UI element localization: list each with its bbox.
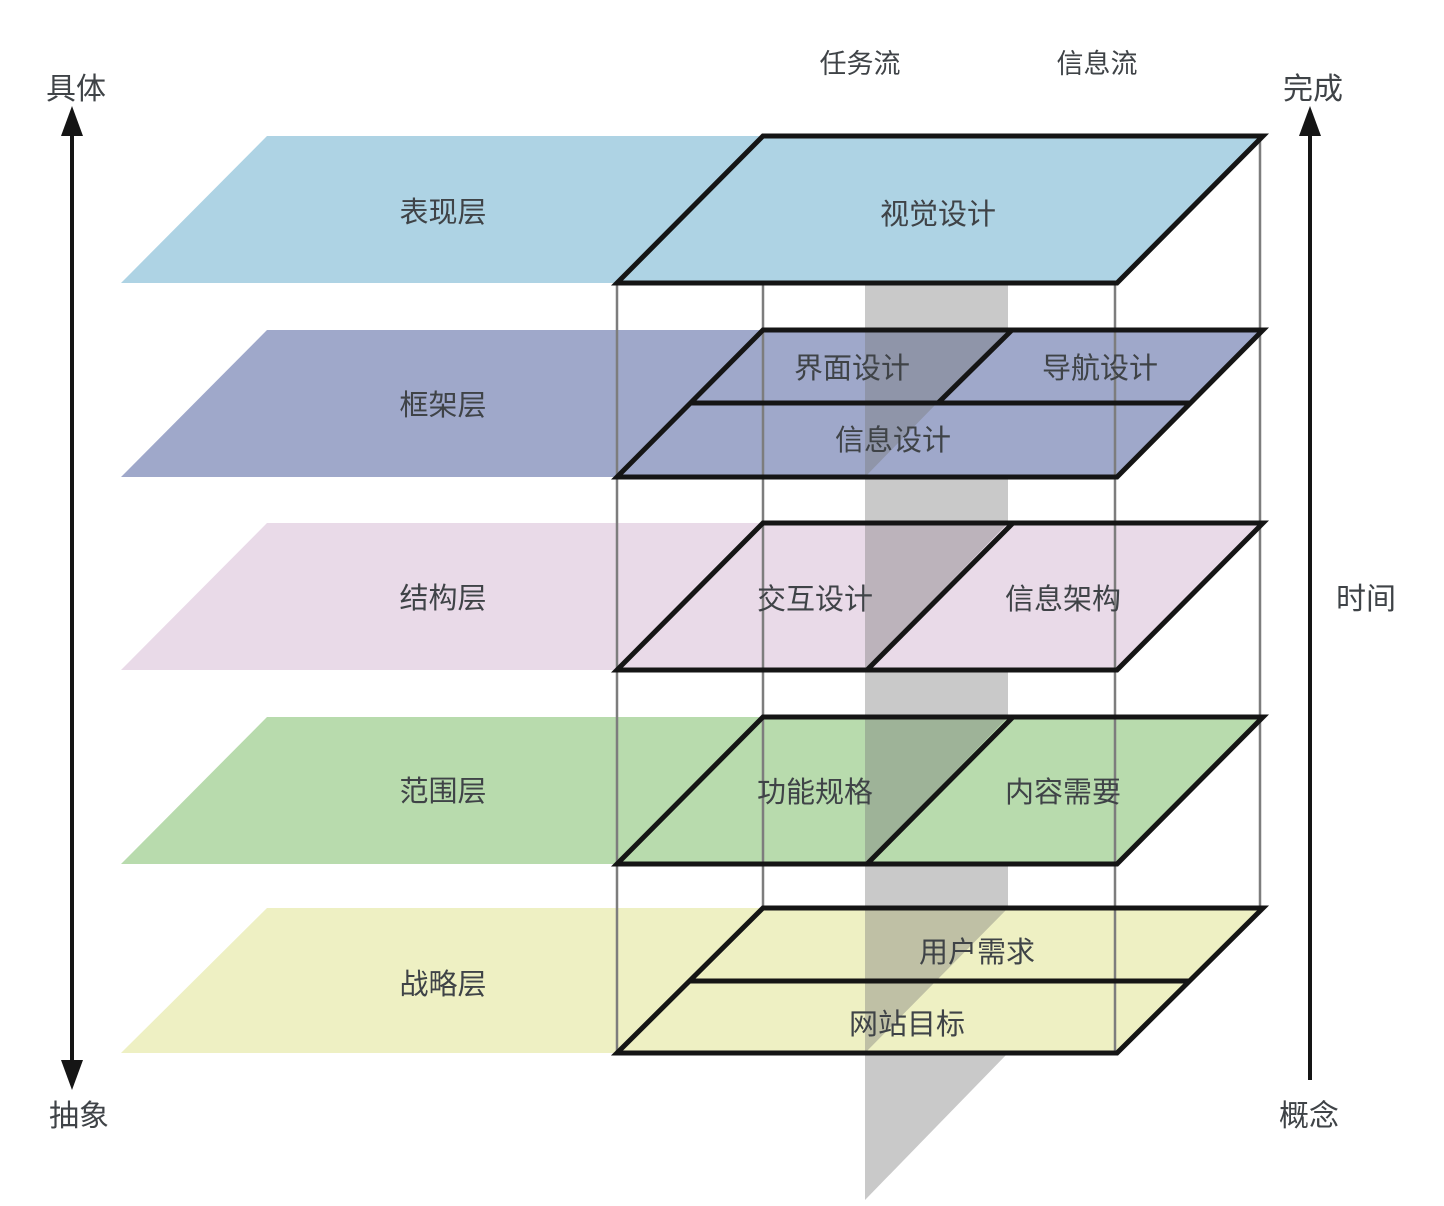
interface-design-cell: 界面设计 <box>794 351 910 385</box>
surface-layer-name: 表现层 <box>399 195 486 229</box>
strategy-layer-name: 战略层 <box>399 967 486 1001</box>
structure-cell-divider <box>865 521 1015 672</box>
scope-cell-divider <box>865 715 1015 866</box>
skeleton-plane-outline <box>610 327 1270 480</box>
skeleton-layer-name: 框架层 <box>399 388 486 422</box>
structure-plane-outline <box>610 520 1270 673</box>
skeleton-cell-divider <box>936 328 1014 405</box>
left-axis-up-arrow-icon <box>61 106 83 136</box>
content-requirements-cell: 内容需要 <box>1005 775 1121 809</box>
interaction-design-cell: 交互设计 <box>757 582 873 616</box>
left-axis-down-arrow-icon <box>61 1060 83 1090</box>
navigation-design-cell: 导航设计 <box>1042 351 1158 385</box>
information-design-cell: 信息设计 <box>835 423 951 457</box>
flow-divider-sheet <box>865 283 1008 1200</box>
conception-label: 概念 <box>1279 1099 1339 1134</box>
info-flow-label: 信息流 <box>1057 49 1138 80</box>
site-objectives-cell: 网站目标 <box>849 1007 965 1041</box>
completion-label: 完成 <box>1283 72 1343 107</box>
scope-layer-name: 范围层 <box>399 774 486 808</box>
surface-plane-outline <box>610 133 1270 286</box>
plane-outlines <box>610 133 1270 1056</box>
scope-plane-outline <box>610 714 1270 867</box>
left-axis <box>61 106 83 1090</box>
diagram-labels: 具体 抽象 完成 概念 时间 任务流 信息流 表现层 框架层 结构层 范围层 战… <box>46 49 1396 1134</box>
right-axis <box>1299 106 1321 1080</box>
abstract-label: 抽象 <box>49 1099 109 1134</box>
strategy-plane-outline <box>610 905 1270 1056</box>
user-needs-cell: 用户需求 <box>919 935 1035 969</box>
concrete-label: 具体 <box>46 72 106 107</box>
structure-layer-name: 结构层 <box>399 581 486 615</box>
time-label: 时间 <box>1336 582 1396 617</box>
task-flow-label: 任务流 <box>820 49 901 80</box>
visual-design-cell: 视觉设计 <box>880 197 996 231</box>
right-axis-up-arrow-icon <box>1299 106 1321 136</box>
functional-spec-cell: 功能规格 <box>757 775 873 809</box>
information-arch-cell: 信息架构 <box>1005 582 1121 616</box>
